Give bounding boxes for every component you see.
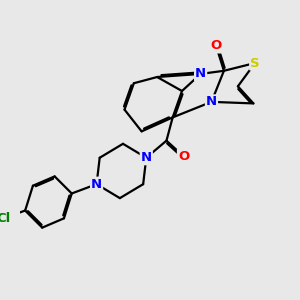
Text: N: N	[91, 178, 102, 191]
Text: O: O	[178, 150, 189, 163]
Text: O: O	[211, 40, 222, 52]
Text: N: N	[206, 95, 217, 108]
Text: Cl: Cl	[0, 212, 11, 225]
Text: N: N	[141, 151, 152, 164]
Text: N: N	[195, 68, 206, 80]
Text: S: S	[250, 56, 260, 70]
